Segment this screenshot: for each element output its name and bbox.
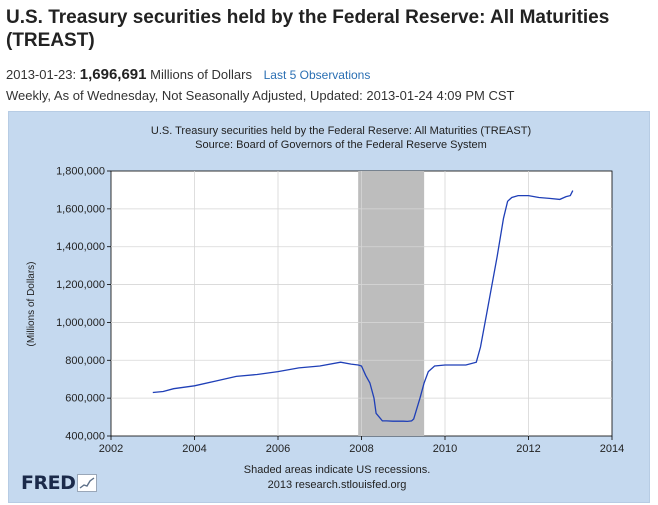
- x-tick-label: 2014: [600, 443, 624, 455]
- x-tick-label: 2008: [349, 443, 373, 455]
- series-line-treast: [152, 190, 574, 423]
- recession-footnote: Shaded areas indicate US recessions.: [244, 464, 431, 476]
- observation-unit: Millions of Dollars: [150, 67, 252, 82]
- y-tick-label: 1,200,000: [56, 279, 105, 291]
- x-tick-label: 2006: [266, 443, 290, 455]
- y-tick-label: 1,000,000: [56, 317, 105, 329]
- chart-title: U.S. Treasury securities held by the Fed…: [151, 125, 531, 137]
- y-tick-label: 800,000: [65, 355, 105, 367]
- observation-date: 2013-01-23:: [6, 67, 77, 82]
- chart-subtitle: Source: Board of Governors of the Federa…: [195, 139, 487, 151]
- fred-chart-icon: [77, 474, 98, 492]
- chart-frame: 400,000 600,000 800,000 1,000,000 1,200,000 1…: [8, 111, 650, 503]
- last-5-observations-link[interactable]: Last 5 Observations: [263, 68, 371, 82]
- y-tick-label: 400,000: [65, 431, 105, 443]
- y-axis-label: (Millions of Dollars): [26, 261, 37, 346]
- y-tick-label: 1,800,000: [56, 166, 105, 178]
- fred-logo: FRED: [21, 472, 98, 494]
- fred-logo-text: FRED: [21, 472, 76, 494]
- x-tick-label: 2012: [516, 443, 540, 455]
- y-tick-label: 600,000: [65, 393, 105, 405]
- x-tick-label: 2004: [182, 443, 206, 455]
- latest-observation: 2013-01-23: 1,696,691 Millions of Dollar…: [6, 66, 370, 83]
- page-title: U.S. Treasury securities held by the Fed…: [6, 7, 610, 51]
- credit-footnote: 2013 research.stlouisfed.org: [268, 479, 407, 491]
- recession-band: [358, 171, 425, 436]
- y-tick-label: 1,400,000: [56, 241, 105, 253]
- x-tick-label: 2002: [99, 443, 123, 455]
- y-tick-label: 1,600,000: [56, 203, 105, 215]
- observation-value: 1,696,691: [79, 66, 147, 83]
- x-tick-label: 2010: [433, 443, 457, 455]
- series-metadata: Weekly, As of Wednesday, Not Seasonally …: [6, 88, 515, 103]
- line-chart: 400,000 600,000 800,000 1,000,000 1,200,000 1…: [26, 125, 624, 491]
